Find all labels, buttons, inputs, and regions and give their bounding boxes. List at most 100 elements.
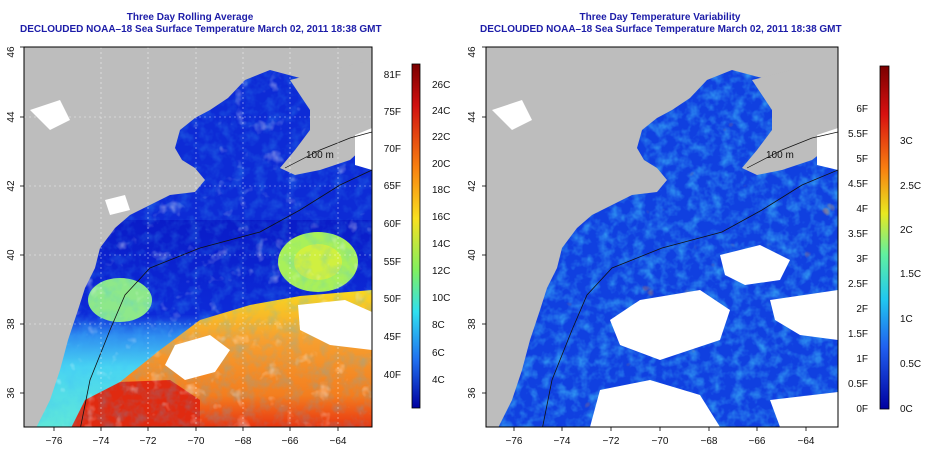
right-map — [486, 47, 838, 427]
right-x-tick: −76 — [506, 436, 523, 447]
colorbar-f-label: 4F — [856, 204, 868, 215]
left-x-tick: −66 — [282, 436, 299, 447]
colorbar-c-label: 24C — [432, 106, 450, 117]
right-contour-line — [542, 169, 838, 427]
right-y-tick: 38 — [467, 318, 478, 330]
left-subtitle: DECLOUDED NOAA–18 Sea Surface Temperatur… — [20, 24, 382, 35]
right-x-tick: −74 — [554, 436, 571, 447]
colorbar-c-label: 2.5C — [900, 181, 921, 192]
colorbar-f-label: 50F — [384, 294, 401, 305]
left-x-axis: −76 −74 −72 −70 −68 −66 −64 — [46, 436, 347, 447]
right-colorbar-f-labels: 6F 5.5F 5F 4.5F 4F 3.5F 3F 2.5F 2F 1.5F … — [848, 104, 868, 415]
left-y-axis: 46 44 42 40 38 36 — [6, 46, 17, 399]
left-x-tick: −74 — [93, 436, 110, 447]
colorbar-f-label: 2.5F — [848, 279, 868, 290]
left-colorbar-c-labels: 26C 24C 22C 20C 18C 16C 14C 12C 10C 8C 6… — [432, 80, 450, 386]
right-x-axis: −76 −74 −72 −70 −68 −66 −64 — [506, 436, 815, 447]
right-y-tick: 40 — [467, 249, 478, 261]
right-y-tick: 42 — [467, 180, 478, 192]
colorbar-c-label: 10C — [432, 293, 450, 304]
right-colorbar — [879, 65, 890, 410]
left-title: Three Day Rolling Average — [126, 12, 254, 23]
right-colorbar-c-labels: 3C 2.5C 2C 1.5C 1C 0.5C 0C — [900, 136, 921, 415]
left-y-tick: 38 — [6, 318, 17, 330]
left-x-tick: −76 — [46, 436, 63, 447]
colorbar-c-label: 6C — [432, 348, 445, 359]
colorbar-f-label: 3.5F — [848, 229, 868, 240]
right-map-frame — [485, 46, 839, 428]
right-y-tick: 36 — [467, 387, 478, 399]
right-y-tick: 44 — [467, 111, 478, 123]
colorbar-f-label: 75F — [384, 107, 401, 118]
left-y-tick: 46 — [6, 46, 17, 58]
colorbar-c-label: 3C — [900, 136, 913, 147]
right-cloud-3 — [770, 290, 838, 340]
right-x-tick: −72 — [603, 436, 620, 447]
colorbar-c-label: 18C — [432, 185, 450, 196]
colorbar-f-label: 5F — [856, 154, 868, 165]
colorbar-f-label: 0F — [856, 404, 868, 415]
right-cloud-5 — [770, 392, 838, 427]
left-colorbar — [411, 63, 421, 409]
right-cloud-4 — [590, 380, 720, 427]
colorbar-c-label: 22C — [432, 132, 450, 143]
right-x-tick: −68 — [701, 436, 718, 447]
left-map — [24, 47, 372, 427]
colorbar-c-label: 0.5C — [900, 359, 921, 370]
colorbar-f-label: 1.5F — [848, 329, 868, 340]
left-cloud-1 — [165, 335, 230, 380]
right-subtitle: DECLOUDED NOAA–18 Sea Surface Temperatur… — [480, 24, 842, 35]
colorbar-f-label: 3F — [856, 254, 868, 265]
right-cloud-1 — [610, 290, 730, 360]
left-x-tick: −70 — [188, 436, 205, 447]
colorbar-f-label: 70F — [384, 144, 401, 155]
right-cloud-2 — [720, 245, 790, 285]
right-x-tick: −66 — [749, 436, 766, 447]
colorbar-f-label: 65F — [384, 181, 401, 192]
left-y-tick: 40 — [6, 249, 17, 261]
right-title: Three Day Temperature Variability — [579, 12, 741, 23]
left-y-tick: 44 — [6, 111, 17, 123]
colorbar-c-label: 2C — [900, 225, 913, 236]
colorbar-c-label: 14C — [432, 239, 450, 250]
right-y-axis: 46 44 42 40 38 36 — [467, 46, 478, 399]
colorbar-c-label: 4C — [432, 375, 445, 386]
colorbar-f-label: 6F — [856, 104, 868, 115]
left-land — [24, 47, 372, 427]
right-nova-scotia — [742, 60, 838, 175]
colorbar-f-label: 45F — [384, 332, 401, 343]
right-y-tick: 46 — [467, 46, 478, 58]
right-x-tick: −70 — [652, 436, 669, 447]
left-x-tick: −64 — [330, 436, 347, 447]
left-map-frame — [23, 46, 373, 428]
colorbar-c-label: 1C — [900, 314, 913, 325]
colorbar-f-label: 81F — [384, 70, 401, 81]
colorbar-f-label: 1F — [856, 354, 868, 365]
colorbar-c-label: 8C — [432, 320, 445, 331]
left-colorbar-f-labels: 81F 75F 70F 65F 60F 55F 50F 45F 40F — [384, 70, 401, 381]
colorbar-c-label: 1.5C — [900, 269, 921, 280]
colorbar-f-label: 55F — [384, 257, 401, 268]
left-contour-line — [80, 169, 372, 427]
colorbar-f-label: 5.5F — [848, 129, 868, 140]
left-y-tick: 36 — [6, 387, 17, 399]
colorbar-f-label: 4.5F — [848, 179, 868, 190]
left-contour-label: 100 m — [306, 150, 334, 161]
left-y-tick: 42 — [6, 180, 17, 192]
colorbar-c-label: 20C — [432, 159, 450, 170]
colorbar-c-label: 26C — [432, 80, 450, 91]
left-x-tick: −68 — [235, 436, 252, 447]
right-contour-label: 100 m — [766, 150, 794, 161]
colorbar-f-label: 60F — [384, 219, 401, 230]
left-nova-scotia — [280, 60, 372, 175]
colorbar-c-label: 0C — [900, 404, 913, 415]
left-cloud-2 — [298, 300, 372, 350]
colorbar-f-label: 2F — [856, 304, 868, 315]
colorbar-c-label: 12C — [432, 266, 450, 277]
colorbar-f-label: 0.5F — [848, 379, 868, 390]
colorbar-f-label: 40F — [384, 370, 401, 381]
left-x-tick: −72 — [140, 436, 157, 447]
colorbar-c-label: 16C — [432, 212, 450, 223]
right-land — [486, 47, 838, 427]
